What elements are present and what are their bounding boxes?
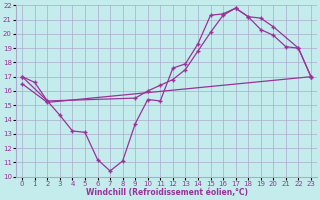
X-axis label: Windchill (Refroidissement éolien,°C): Windchill (Refroidissement éolien,°C) — [85, 188, 248, 197]
